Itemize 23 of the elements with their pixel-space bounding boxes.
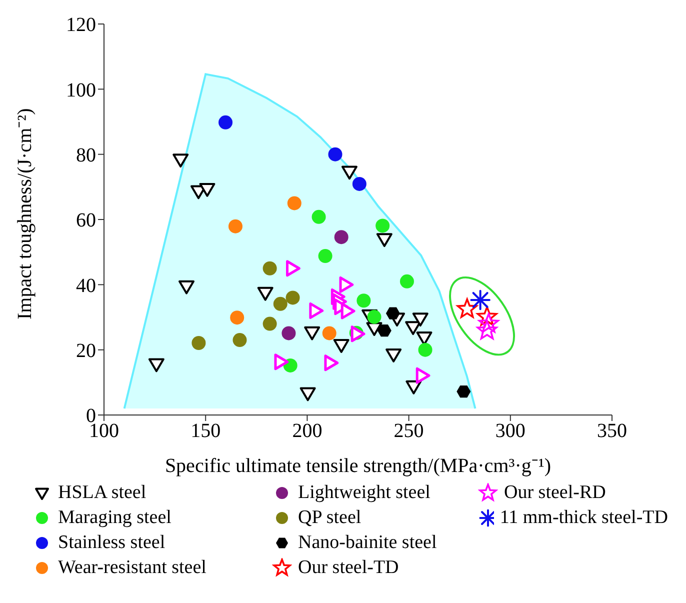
- y-tick-label: 40: [76, 274, 96, 297]
- legend-label: Lightweight steel: [298, 482, 430, 504]
- legend-label: Our steel-TD: [298, 556, 399, 578]
- legend-label: Stainless steel: [58, 532, 166, 554]
- x-tick-label: 300: [495, 420, 526, 442]
- x-axis-title: Specific ultimate tensile strength/(MPa·cm³·g⁻¹): [164, 455, 552, 477]
- legend-label: 11 mm-thick steel-TD: [500, 506, 668, 528]
- legend-label: QP steel: [298, 506, 362, 528]
- legend-label: Our steel-RD: [504, 482, 606, 504]
- x-tick-label: 250: [394, 420, 424, 442]
- y-tick-label: 80: [76, 144, 96, 166]
- y-tick-label: 60: [76, 210, 96, 232]
- x-tick-label: 150: [190, 420, 221, 442]
- x-tick-label: 200: [292, 420, 322, 442]
- legend-label: Wear-resistant steel: [58, 556, 206, 578]
- y-tick-label: 120: [66, 14, 96, 36]
- y-axis-title: Impact toughness/(J·cm⁻²): [14, 108, 36, 320]
- y-tick-label: 100: [66, 79, 96, 102]
- legend-label: Nano-bainite steel: [298, 532, 437, 554]
- legend-label: HSLA steel: [58, 482, 146, 504]
- y-tick-label: 20: [76, 340, 96, 362]
- legend-label: Maraging steel: [58, 506, 172, 528]
- x-tick-label: 350: [597, 420, 627, 442]
